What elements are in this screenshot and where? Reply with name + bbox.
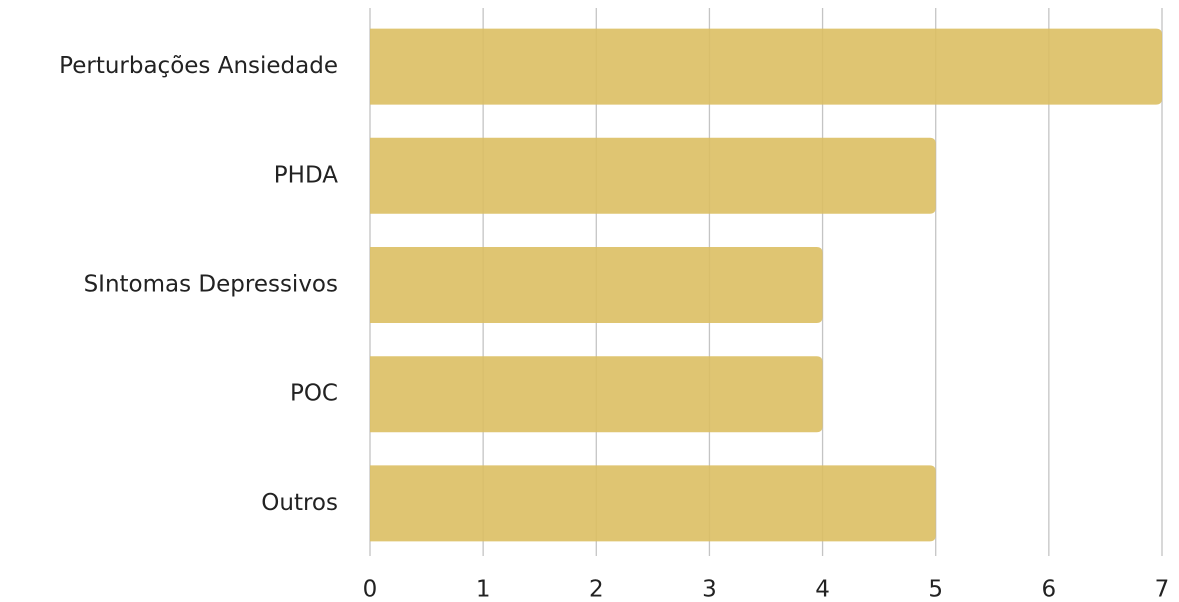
x-tick-label: 1 (476, 577, 491, 602)
y-tick-label: POC (290, 381, 338, 407)
bar (370, 356, 823, 433)
bar (370, 137, 936, 214)
x-tick-label: 5 (928, 577, 943, 602)
x-tick-label: 0 (363, 577, 378, 602)
y-tick-label: Perturbações Ansiedade (59, 53, 338, 79)
bar (370, 465, 936, 542)
x-tick-label: 2 (589, 577, 604, 602)
bar (370, 28, 1162, 105)
x-tick-label: 6 (1042, 577, 1057, 602)
bar (370, 247, 823, 323)
y-tick-label: Outros (261, 490, 338, 516)
y-tick-label: SIntomas Depressivos (84, 272, 338, 298)
x-tick-label: 7 (1155, 577, 1170, 602)
y-tick-label: PHDA (274, 162, 338, 188)
x-tick-label: 3 (702, 577, 717, 602)
x-tick-label: 4 (815, 577, 830, 602)
